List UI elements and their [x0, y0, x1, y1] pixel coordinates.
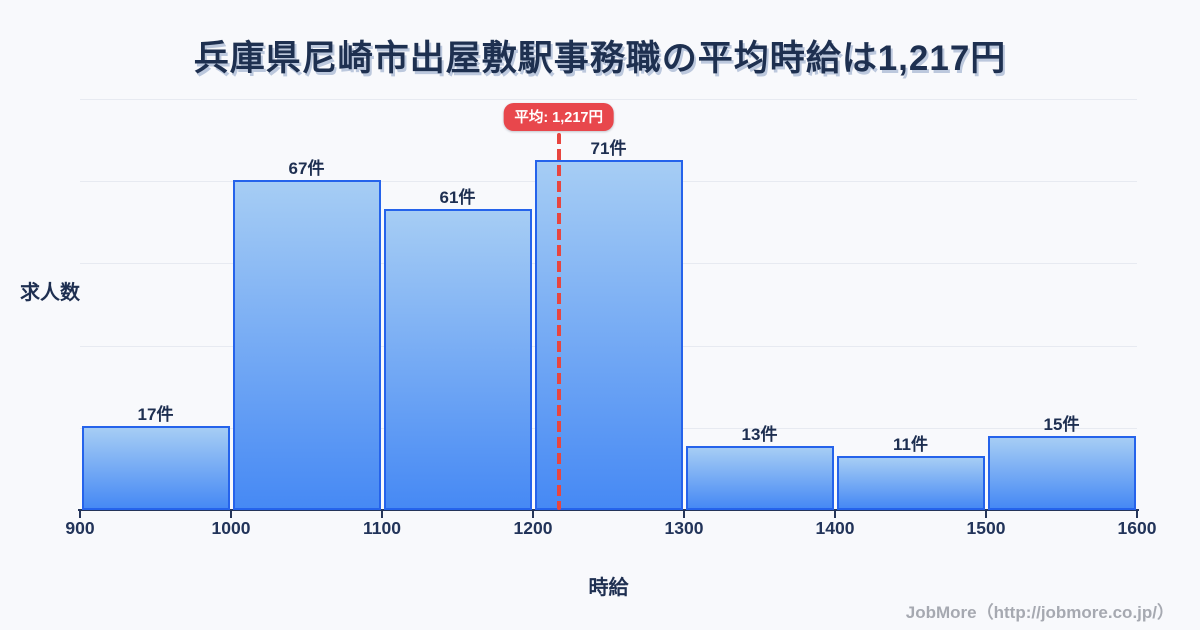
bar-value-label: 13件 [741, 424, 778, 444]
x-axis-tick-label: 1500 [966, 518, 1006, 538]
x-axis-tick-label: 1200 [513, 518, 553, 538]
x-axis-tick-label: 1300 [664, 518, 704, 538]
x-axis-tick-label: 1400 [815, 518, 855, 538]
bar-value-label: 15件 [1043, 415, 1080, 435]
average-badge: 平均: 1,217円 [503, 103, 614, 131]
histogram-bar [383, 209, 532, 510]
x-axis-tick [230, 510, 232, 518]
x-axis-label: 時給 [588, 577, 629, 599]
footer-credit: JobMore（http://jobmore.co.jp/） [905, 603, 1174, 622]
x-axis-tick-label: 1000 [211, 518, 251, 538]
x-axis-tick-label: 1600 [1117, 518, 1157, 538]
gridline [80, 99, 1137, 100]
x-axis-tick [381, 510, 383, 518]
chart-title: 兵庫県尼崎市出屋敷駅事務職の平均時給は1,217円 [193, 39, 1007, 78]
x-axis-tick-label: 900 [65, 518, 95, 538]
x-axis-tick [683, 510, 685, 518]
x-axis-tick [834, 510, 836, 518]
bar-value-label: 11件 [893, 434, 928, 454]
x-axis-tick [985, 510, 987, 518]
x-axis-tick [1136, 510, 1138, 518]
histogram-bar [836, 455, 985, 510]
histogram-bar [685, 445, 834, 510]
histogram-bar [987, 436, 1136, 510]
x-axis-line [78, 509, 1139, 511]
x-axis-tick-label: 1100 [363, 518, 401, 538]
x-axis-tick [532, 510, 534, 518]
histogram-bar [81, 426, 230, 510]
histogram-bar [232, 179, 381, 510]
x-axis-tick [79, 510, 81, 518]
bar-value-label: 17件 [137, 405, 174, 425]
bar-value-label: 71件 [590, 139, 627, 158]
bar-value-label: 61件 [439, 188, 476, 208]
y-axis-label: 求人数 [20, 282, 80, 304]
average-line [556, 133, 561, 510]
bar-value-label: 67件 [288, 158, 325, 178]
